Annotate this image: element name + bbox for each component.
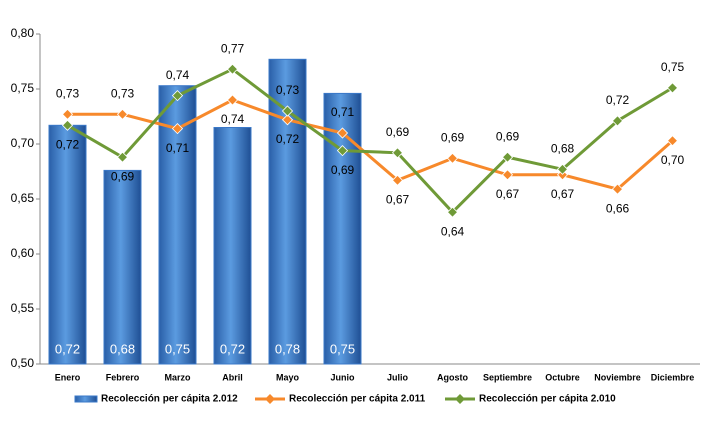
y-tick-label: 0,80 [11, 26, 35, 40]
y-tick-label: 0,50 [11, 356, 35, 370]
bar [213, 127, 252, 365]
x-tick-label: Junio [331, 372, 356, 382]
line-value-label: 0,72 [606, 93, 630, 107]
line-value-label: 0,73 [276, 83, 300, 97]
marker [116, 108, 129, 120]
marker [666, 135, 679, 147]
x-tick-label: Agosto [437, 372, 468, 382]
x-tick-label: Octubre [545, 372, 580, 382]
y-tick-label: 0,55 [11, 301, 35, 315]
line-value-label: 0,77 [221, 41, 245, 55]
legend-label: Recolección per cápita 2.012 [101, 394, 238, 405]
legend-label: Recolección per cápita 2.010 [479, 394, 616, 405]
marker [336, 145, 349, 157]
line-value-label: 0,74 [166, 68, 190, 82]
bar-value-label: 0,78 [275, 341, 300, 356]
bar-value-label: 0,75 [330, 341, 355, 356]
bar-value-label: 0,75 [165, 341, 190, 356]
line-value-label: 0,69 [111, 169, 135, 183]
line-value-label: 0,69 [386, 125, 410, 139]
line-value-label: 0,67 [496, 187, 520, 201]
legend-marker [265, 394, 275, 404]
y-tick-label: 0,75 [11, 81, 35, 95]
line-value-label: 0,68 [551, 141, 575, 155]
legend-label: Recolección per cápita 2.011 [289, 394, 426, 405]
line-value-label: 0,69 [331, 163, 355, 177]
line-value-label: 0,72 [276, 132, 300, 146]
bar [268, 58, 307, 365]
y-tick-label: 0,60 [11, 246, 35, 260]
line-value-label: 0,64 [441, 224, 465, 238]
legend-swatch [74, 395, 98, 403]
bar-value-label: 0,72 [55, 341, 80, 356]
x-tick-label: Abril [222, 372, 243, 382]
line-value-label: 0,66 [606, 201, 630, 215]
line-value-label: 0,70 [661, 153, 685, 167]
bar [103, 169, 142, 365]
marker [446, 152, 459, 164]
bar-value-label: 0,68 [110, 341, 135, 356]
y-tick-label: 0,65 [11, 191, 35, 205]
y-tick-label: 0,70 [11, 136, 35, 150]
line [67, 98, 674, 191]
x-tick-label: Noviembre [594, 372, 641, 382]
line-value-label: 0,73 [56, 86, 80, 100]
line-value-label: 0,67 [551, 187, 575, 201]
line-value-label: 0,71 [331, 105, 355, 119]
marker [61, 119, 74, 131]
line-value-label: 0,71 [166, 141, 190, 155]
marker [501, 169, 514, 181]
marker [666, 82, 679, 94]
marker [171, 123, 184, 135]
x-tick-label: Julio [387, 372, 409, 382]
x-tick-label: Febrero [106, 372, 140, 382]
marker [556, 163, 569, 175]
x-tick-label: Enero [55, 372, 81, 382]
marker [391, 174, 404, 186]
x-tick-label: Diciembre [651, 372, 695, 382]
line-value-label: 0,74 [221, 112, 245, 126]
line-value-label: 0,67 [386, 192, 410, 206]
x-tick-label: Marzo [164, 372, 191, 382]
marker [116, 151, 129, 163]
marker [611, 183, 624, 195]
marker [501, 151, 514, 163]
bar-value-label: 0,72 [220, 341, 245, 356]
line-value-label: 0,69 [441, 130, 465, 144]
marker [171, 90, 184, 102]
marker [281, 114, 294, 126]
marker [226, 94, 239, 106]
line-value-label: 0,69 [496, 129, 520, 143]
line [66, 67, 674, 215]
line-value-label: 0,75 [661, 60, 685, 74]
marker [61, 108, 74, 120]
line-value-label: 0,73 [111, 86, 135, 100]
x-tick-label: Septiembre [483, 372, 532, 382]
x-tick-label: Mayo [276, 372, 300, 382]
line-value-label: 0,72 [56, 137, 80, 151]
marker [391, 147, 404, 159]
marker [611, 115, 624, 127]
marker [336, 127, 349, 139]
legend-marker [455, 394, 465, 404]
marker [446, 206, 459, 218]
marker [281, 105, 294, 117]
marker [226, 63, 239, 75]
bar [48, 124, 87, 365]
